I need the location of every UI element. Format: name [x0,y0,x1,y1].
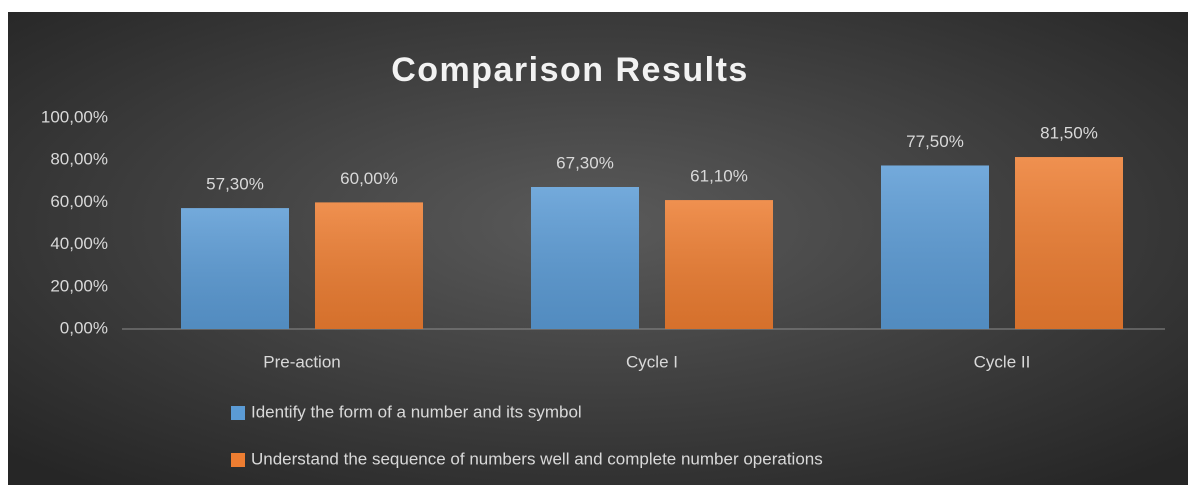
y-tick-label: 20,00% [50,276,108,295]
bar-shade [181,208,289,329]
legend-label: Understand the sequence of numbers well … [251,449,823,468]
y-tick-label: 0,00% [60,318,108,337]
x-tick-label: Cycle II [974,352,1031,371]
bar-shade [315,202,423,329]
y-tick-label: 40,00% [50,234,108,253]
y-tick-label: 100,00% [41,107,108,126]
y-tick-label: 80,00% [50,150,108,169]
y-tick-label: 60,00% [50,192,108,211]
data-label: 67,30% [556,153,614,172]
legend-label: Identify the form of a number and its sy… [251,402,582,421]
bar-shade [665,200,773,329]
data-label: 57,30% [206,175,264,194]
legend-swatch [231,453,245,467]
data-label: 60,00% [340,169,398,188]
data-label: 81,50% [1040,124,1098,143]
x-tick-label: Cycle I [626,352,678,371]
data-label: 61,10% [690,167,748,186]
chart-title: Comparison Results [391,51,749,89]
bar-shade [881,165,989,329]
legend-swatch [231,406,245,420]
data-label: 77,50% [906,132,964,151]
x-tick-label: Pre-action [263,352,340,371]
bar-shade [1015,157,1123,329]
bar-shade [531,186,639,329]
